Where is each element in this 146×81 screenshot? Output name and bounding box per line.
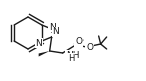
- Text: N: N: [52, 28, 59, 37]
- Text: N: N: [49, 23, 56, 32]
- Text: N: N: [35, 38, 42, 47]
- Text: NH: NH: [66, 50, 79, 60]
- Text: H: H: [68, 54, 74, 63]
- Text: O: O: [75, 38, 82, 46]
- Polygon shape: [39, 51, 50, 57]
- Text: O: O: [86, 43, 93, 52]
